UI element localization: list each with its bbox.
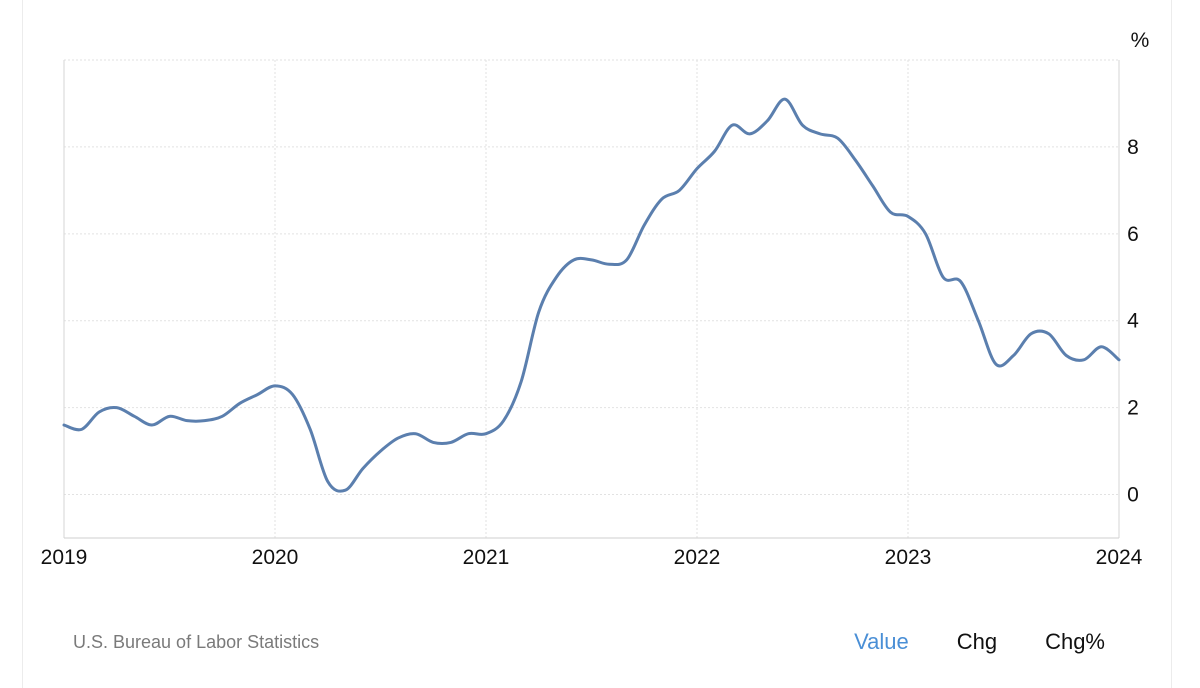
x-tick-label: 2019 (41, 546, 88, 569)
chart-footer: U.S. Bureau of Labor Statistics Value Ch… (0, 620, 1200, 670)
line-chart: 2019 2020 2021 2022 2023 2024 0 2 4 6 8 % (41, 29, 1150, 569)
x-axis-ticks: 2019 2020 2021 2022 2023 2024 (41, 546, 1143, 569)
x-tick-label: 2024 (1096, 546, 1143, 569)
y-tick-label: 8 (1127, 136, 1139, 159)
series-line (62, 97, 1121, 493)
grid (63, 59, 1120, 538)
source-label: U.S. Bureau of Labor Statistics (73, 632, 320, 652)
y-tick-label: 0 (1127, 484, 1139, 507)
y-axis-ticks: 0 2 4 6 8 (1127, 136, 1139, 507)
tab-value[interactable]: Value (806, 629, 909, 655)
x-tick-label: 2020 (252, 546, 299, 569)
tab-chg-percent[interactable]: Chg% (997, 629, 1105, 655)
view-tabs: Value Chg Chg% (806, 629, 1105, 655)
x-tick-label: 2021 (463, 546, 510, 569)
y-axis-unit: % (1131, 29, 1150, 52)
x-tick-label: 2022 (674, 546, 721, 569)
chart-card (22, 0, 1172, 688)
y-tick-label: 6 (1127, 223, 1139, 246)
y-tick-label: 2 (1127, 397, 1139, 420)
tab-chg[interactable]: Chg (909, 629, 997, 655)
x-tick-label: 2023 (885, 546, 932, 569)
y-tick-label: 4 (1127, 310, 1139, 333)
